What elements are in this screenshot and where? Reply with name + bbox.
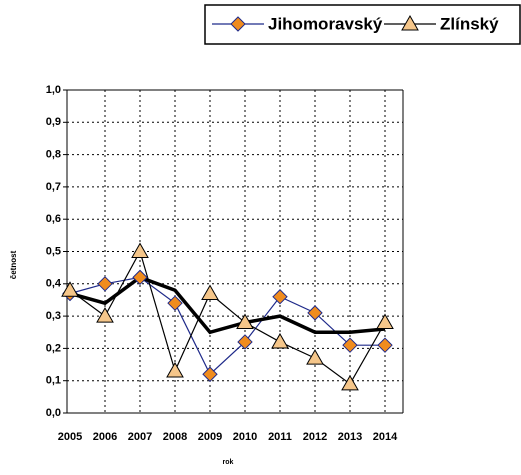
x-tick-label: 2013 [338, 431, 362, 443]
x-tick-label: 2011 [268, 431, 292, 443]
marker-triangle [61, 281, 79, 297]
marker-triangle [271, 332, 289, 349]
x-tick-label: 2012 [303, 431, 327, 443]
marker-diamond [202, 366, 218, 382]
marker-diamond [230, 16, 246, 32]
series-line [69, 275, 386, 335]
marker-triangle [236, 313, 254, 330]
x-tick-label: 2014 [373, 431, 398, 443]
x-axis-label: rok [223, 459, 234, 466]
x-tick-label: 2007 [128, 431, 152, 443]
marker-triangle [376, 313, 394, 330]
y-tick-label: 0,6 [46, 213, 61, 225]
series-line [69, 276, 385, 376]
marker-triangle [96, 307, 114, 323]
x-tick-label: 2009 [198, 431, 222, 443]
y-tick-label: 0,7 [46, 181, 61, 193]
marker-diamond [132, 269, 148, 286]
marker-diamond [237, 334, 253, 350]
y-tick-label: 0,9 [46, 116, 61, 128]
marker-diamond [342, 337, 358, 353]
y-tick-label: 0,4 [46, 278, 62, 290]
y-tick-label: 1,0 [46, 84, 61, 96]
y-axis-label: četnost [9, 250, 18, 279]
marker-triangle [166, 362, 184, 378]
y-tick-label: 0,3 [46, 310, 61, 322]
series-line [69, 249, 386, 385]
y-tick-label: 0,1 [46, 375, 61, 387]
legend-label: Jihomoravský [268, 14, 383, 33]
y-tick-label: 0,0 [46, 407, 61, 419]
marker-triangle [201, 284, 219, 300]
marker-diamond [377, 337, 393, 353]
marker-triangle [131, 242, 149, 258]
marker-triangle [341, 374, 359, 391]
x-tick-label: 2005 [58, 431, 82, 443]
marker-triangle [401, 14, 419, 31]
marker-diamond [307, 305, 323, 321]
marker-diamond [97, 276, 113, 292]
marker-diamond [272, 289, 288, 305]
y-tick-label: 0,2 [46, 342, 61, 354]
y-tick-label: 0,5 [46, 245, 61, 257]
marker-triangle [306, 349, 324, 365]
x-tick-label: 2008 [163, 431, 187, 443]
x-tick-label: 2006 [93, 431, 117, 443]
marker-diamond [167, 295, 183, 311]
y-tick-label: 0,8 [46, 149, 61, 161]
legend-label: Zlínský [440, 14, 499, 33]
x-tick-label: 2010 [233, 431, 257, 443]
